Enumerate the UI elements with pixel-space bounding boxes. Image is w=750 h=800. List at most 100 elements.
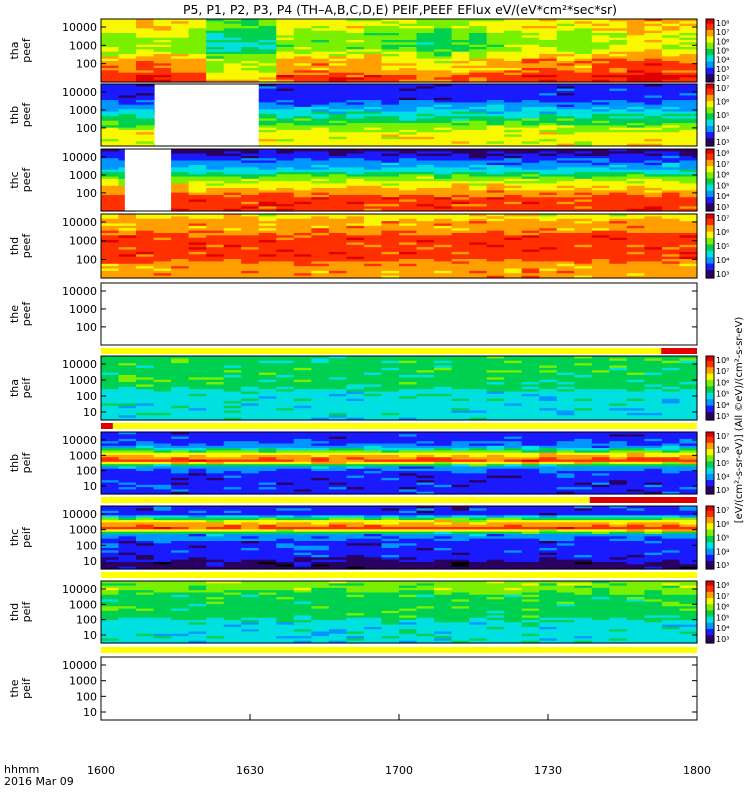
heatmap-cell xyxy=(679,88,698,92)
heatmap-cell xyxy=(118,127,137,131)
heatmap-cell xyxy=(363,263,383,267)
heatmap-cell xyxy=(644,374,663,378)
heatmap-cell xyxy=(679,162,698,166)
heatmap-cell xyxy=(136,457,155,461)
heatmap-cell xyxy=(206,450,225,454)
heatmap-cell xyxy=(171,37,190,41)
heatmap-cell xyxy=(399,176,418,180)
heatmap-cell xyxy=(223,457,242,461)
heatmap-cell xyxy=(521,190,540,194)
heatmap-cell xyxy=(101,47,120,50)
heatmap-cell xyxy=(661,116,681,120)
heatmap-cell xyxy=(311,235,330,239)
heatmap-cell xyxy=(276,75,295,78)
heatmap-cell xyxy=(434,139,453,143)
heatmap-cell xyxy=(258,441,277,445)
heatmap-cell xyxy=(118,225,137,229)
heatmap-cell xyxy=(486,230,505,234)
heatmap-cell xyxy=(363,30,383,34)
colorbar-tick-label: 10⁵ xyxy=(716,181,729,190)
heatmap-cell xyxy=(539,377,558,381)
heatmap-cell xyxy=(241,363,260,367)
heatmap-cell xyxy=(363,75,383,78)
heatmap-cell xyxy=(451,206,470,210)
heatmap-cell xyxy=(223,396,242,400)
heatmap-cell xyxy=(539,118,558,122)
colorbar-tick-label: 10⁶ xyxy=(716,228,729,237)
heatmap-cell xyxy=(556,273,575,277)
heatmap-cell xyxy=(591,49,610,53)
heatmap-cell xyxy=(381,132,400,136)
heatmap-cell xyxy=(556,106,575,110)
heatmap-cell xyxy=(416,42,435,46)
heatmap-cell xyxy=(539,84,558,87)
heatmap-cell xyxy=(241,266,260,270)
heatmap-cell xyxy=(661,223,681,227)
heatmap-cell xyxy=(661,153,681,157)
heatmap-cell xyxy=(451,111,470,115)
heatmap-cell xyxy=(311,408,330,412)
heatmap-cell xyxy=(416,19,435,22)
heatmap-cell xyxy=(504,47,523,50)
heatmap-cell xyxy=(626,95,646,99)
heatmap-cell xyxy=(363,417,383,421)
heatmap-cell xyxy=(679,104,698,108)
heatmap-cell xyxy=(591,223,610,227)
heatmap-cell xyxy=(171,30,190,34)
heatmap-cell xyxy=(241,461,260,465)
heatmap-cell xyxy=(486,398,505,402)
heatmap-cell xyxy=(644,47,663,50)
heatmap-cell xyxy=(346,88,365,92)
heatmap-cell xyxy=(399,382,418,386)
heatmap-cell xyxy=(258,259,277,263)
heatmap-cell xyxy=(644,102,663,106)
heatmap-cell xyxy=(258,270,277,274)
heatmap-cell xyxy=(556,109,575,113)
heatmap-cell xyxy=(591,374,610,378)
heatmap-cell xyxy=(591,84,610,87)
heatmap-cell xyxy=(556,384,575,388)
heatmap-cell xyxy=(416,125,435,129)
heatmap-cell xyxy=(521,106,540,110)
heatmap-cell xyxy=(223,477,242,481)
heatmap-cell xyxy=(416,40,435,43)
heatmap-cell xyxy=(661,49,681,53)
heatmap-cell xyxy=(539,155,558,159)
heatmap-cell xyxy=(241,58,260,62)
heatmap-cell xyxy=(556,47,575,50)
heatmap-cell xyxy=(574,151,593,155)
heatmap-cell xyxy=(118,396,137,400)
heatmap-cell xyxy=(223,199,242,203)
heatmap-cell xyxy=(399,151,418,155)
colorbar-segment xyxy=(706,28,714,31)
heatmap-cell xyxy=(556,77,575,81)
heatmap-cell xyxy=(626,111,646,115)
heatmap-cell xyxy=(574,412,593,416)
heatmap-cell xyxy=(293,169,312,173)
heatmap-cell xyxy=(399,162,418,166)
heatmap-cell xyxy=(153,482,172,486)
heatmap-cell xyxy=(679,56,698,60)
heatmap-cell xyxy=(469,167,488,171)
heatmap-cell xyxy=(434,113,453,117)
heatmap-cell xyxy=(679,256,698,260)
heatmap-cell xyxy=(469,111,488,115)
heatmap-cell xyxy=(434,244,453,248)
heatmap-cell xyxy=(276,185,295,189)
heatmap-cell xyxy=(451,139,470,143)
heatmap-cell xyxy=(381,405,400,409)
heatmap-cell xyxy=(679,268,698,272)
heatmap-cell xyxy=(399,160,418,164)
heatmap-cell xyxy=(346,183,365,187)
colorbar-segment xyxy=(706,220,714,223)
heatmap-cell xyxy=(609,403,628,407)
heatmap-cell xyxy=(346,356,365,359)
heatmap-cell xyxy=(136,232,155,236)
heatmap-cell xyxy=(539,100,558,103)
heatmap-cell xyxy=(434,84,453,87)
heatmap-cell xyxy=(136,477,155,481)
heatmap-cell xyxy=(591,151,610,155)
heatmap-cell xyxy=(644,56,663,60)
heatmap-cell xyxy=(679,249,698,253)
heatmap-cell xyxy=(346,97,365,101)
